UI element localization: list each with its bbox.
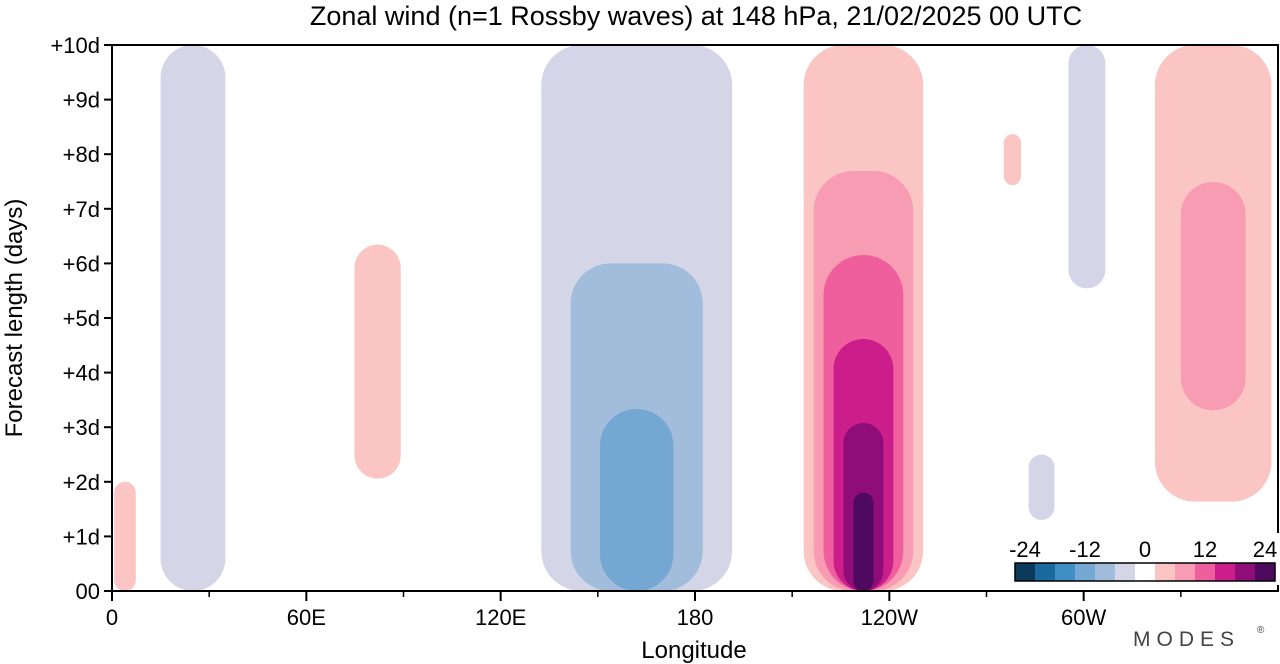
y-tick-label-7: +7d xyxy=(63,197,100,222)
colorbar-swatch-3 xyxy=(1075,563,1095,581)
y-tick-label-9: +9d xyxy=(63,88,100,113)
contour-band-4-0 xyxy=(1068,45,1106,289)
x-tick-label-0: 0 xyxy=(106,605,118,630)
colorbar-label-1: -12 xyxy=(1069,537,1101,562)
y-tick-label-6: +6d xyxy=(63,251,100,276)
colorbar-label-4: 24 xyxy=(1253,537,1277,562)
y-tick-label-5: +5d xyxy=(63,306,100,331)
x-tick-label-4: 120W xyxy=(861,605,919,630)
colorbar-swatch-4 xyxy=(1095,563,1115,581)
colorbar-label-0: -24 xyxy=(1009,537,1041,562)
y-tick-label-2: +2d xyxy=(63,470,100,495)
chart-title: Zonal wind (n=1 Rossby waves) at 148 hPa… xyxy=(310,1,1082,31)
y-tick-label-1: +1d xyxy=(63,524,100,549)
colorbar-label-2: 0 xyxy=(1139,537,1151,562)
colorbar: -24 -12 0 12 24 xyxy=(1009,533,1279,585)
contour-band-1-0 xyxy=(354,244,401,479)
colorbar-swatch-0 xyxy=(1015,563,1035,581)
y-tick-label-3: +3d xyxy=(63,415,100,440)
contour-band-5-0 xyxy=(1028,454,1055,521)
contour-regions xyxy=(114,45,1272,591)
colorbar-swatch-8 xyxy=(1175,563,1195,581)
contour-band-3-5 xyxy=(853,492,874,591)
colorbar-swatch-10 xyxy=(1215,563,1235,581)
registered-mark: ® xyxy=(1257,625,1265,636)
x-tick-label-5: 60W xyxy=(1061,605,1106,630)
x-tick-label-1: 60E xyxy=(287,605,326,630)
plot-area xyxy=(111,44,1279,592)
x-tick-label-2: 120E xyxy=(475,605,526,630)
colorbar-swatch-7 xyxy=(1155,563,1175,581)
colorbar-label-3: 12 xyxy=(1193,537,1217,562)
x-axis: 0 60E 120E 180 120W 60W xyxy=(106,591,1182,630)
colorbar-swatch-9 xyxy=(1195,563,1215,581)
y-axis: 00 +1d +2d +3d +4d +5d +6d +7d +8d +9d +10d xyxy=(50,33,112,604)
contour-band-2-2 xyxy=(599,409,674,591)
contour-band-6-1 xyxy=(1180,181,1246,411)
x-tick-label-3: 180 xyxy=(677,605,714,630)
colorbar-swatch-5 xyxy=(1115,563,1135,581)
colorbar-swatch-6 xyxy=(1135,563,1155,581)
colorbar-swatch-11 xyxy=(1235,563,1255,581)
colorbar-swatch-2 xyxy=(1055,563,1075,581)
colorbar-swatch-12 xyxy=(1255,563,1275,581)
x-axis-title: Longitude xyxy=(641,637,746,664)
contour-band-7-0 xyxy=(114,481,136,591)
contour-band-0-0 xyxy=(160,45,226,591)
contour-band-8-0 xyxy=(1003,134,1022,186)
y-axis-title: Forecast length (days) xyxy=(1,199,28,438)
colorbar-frame xyxy=(1014,562,1276,582)
y-tick-label-4: +4d xyxy=(63,361,100,386)
colorbar-swatch-1 xyxy=(1035,563,1055,581)
modes-logo: MODES xyxy=(1133,628,1240,651)
y-tick-label-8: +8d xyxy=(63,142,100,167)
y-tick-label-0: 00 xyxy=(76,579,100,604)
y-tick-label-10: +10d xyxy=(50,33,100,58)
